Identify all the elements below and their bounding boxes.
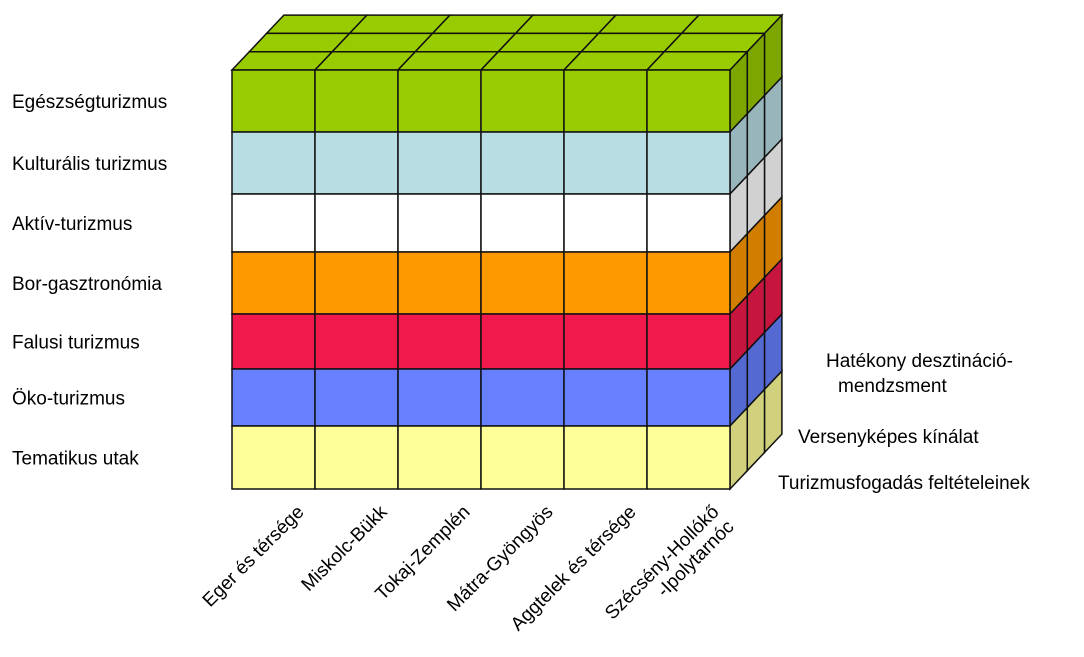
front-face-cell [563, 193, 648, 253]
front-face-cell [231, 69, 316, 133]
row-label: Falusi turizmus [12, 333, 140, 354]
front-face-cell [231, 251, 316, 315]
row-labels: Egészségturizmus Kulturális turizmus Aktív… [12, 92, 167, 470]
front-face-cell [231, 193, 316, 253]
front-face-cell [563, 313, 648, 370]
front-face-cell [480, 251, 565, 315]
front-face-cell [480, 131, 565, 195]
front-face-cell [646, 313, 731, 370]
front-face-cell [480, 425, 565, 490]
row-label: Tematikus utak [12, 449, 139, 470]
front-face-cell [231, 313, 316, 370]
front-face-cell [397, 251, 482, 315]
front-face-cell [646, 368, 731, 427]
front-face-cell [563, 368, 648, 427]
front-face-cell [314, 251, 399, 315]
column-label: Eger és térsége [199, 502, 309, 612]
front-face-cell [314, 368, 399, 427]
front-face-cell [646, 69, 731, 133]
row-label: Öko-turizmus [12, 389, 125, 410]
depth-labels: Turizmusfogadás feltételeinek Versenyképe… [778, 351, 1030, 494]
front-face-cell [314, 313, 399, 370]
front-face-cell [563, 251, 648, 315]
front-face-cell [646, 193, 731, 253]
front-face-cell [563, 131, 648, 195]
front-face-cell [480, 69, 565, 133]
front-face-cell [480, 368, 565, 427]
row-label: Bor-gasztronómia [12, 274, 162, 295]
front-face-cell [314, 69, 399, 133]
front-face-cell [397, 313, 482, 370]
column-labels: Eger és térségeMiskolc-BükkTokaj-Zemplén… [199, 501, 739, 635]
side-face-cell [763, 369, 783, 455]
front-face-cell [646, 251, 731, 315]
depth-label: Versenyképes kínálat [798, 427, 979, 448]
front-face-cell [563, 425, 648, 490]
front-face-cell [480, 193, 565, 253]
front-face-cell [397, 69, 482, 133]
front-face-cell [397, 425, 482, 490]
front-face-cell [231, 368, 316, 427]
front-face-cell [563, 69, 648, 133]
front-face-cell [480, 313, 565, 370]
depth-label: Hatékony desztináció-mendzsment [826, 351, 1013, 397]
row-label: Kulturális turizmus [12, 154, 167, 175]
front-face-cell [397, 193, 482, 253]
front-face-cell [646, 425, 731, 490]
front-face-cell [314, 425, 399, 490]
row-label: Egészségturizmus [12, 92, 167, 113]
front-face-cell [314, 131, 399, 195]
front-face-cell [646, 131, 731, 195]
cube-cells [230, 13, 784, 491]
front-face-cell [231, 131, 316, 195]
front-face-cell [314, 193, 399, 253]
front-face-cell [397, 368, 482, 427]
front-face-cell [397, 131, 482, 195]
row-label: Aktív-turizmus [12, 214, 132, 235]
column-label: Miskolc-Bükk [298, 501, 392, 595]
front-face-cell [231, 425, 316, 490]
depth-label: Turizmusfogadás feltételeinek [778, 473, 1030, 494]
